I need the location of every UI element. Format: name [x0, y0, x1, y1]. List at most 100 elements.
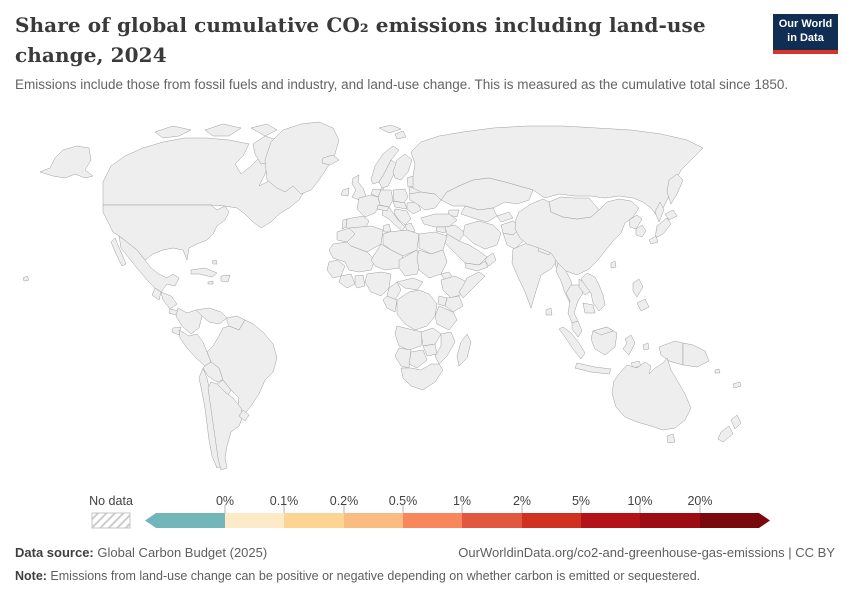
country-greenland-no-data[interactable] [264, 121, 340, 195]
country-iraq[interactable] [444, 224, 466, 242]
country-australia[interactable] [611, 357, 692, 431]
country-west-africa[interactable] [326, 259, 346, 279]
country-ecuador[interactable] [171, 326, 182, 336]
country-uzbekistan-turkmenistan[interactable] [460, 205, 498, 223]
country-kyrgyzstan-tajikistan[interactable] [496, 211, 514, 223]
country-indonesia-moluccas[interactable] [642, 342, 650, 351]
country-japan-honshu[interactable] [654, 217, 672, 239]
country-germany[interactable] [377, 189, 394, 208]
country-indonesia-papua[interactable] [658, 340, 684, 366]
country-australia-tasmania[interactable] [666, 433, 676, 444]
country-turkey[interactable] [420, 213, 458, 228]
country-south-korea[interactable] [635, 224, 647, 238]
country-peru[interactable] [178, 329, 212, 367]
legend-segment[interactable] [581, 513, 640, 528]
legend-segment[interactable] [225, 513, 284, 528]
country-sri-lanka[interactable] [545, 307, 553, 316]
legend-segment[interactable] [403, 513, 462, 528]
legend-segment[interactable] [640, 513, 700, 528]
country-angola[interactable] [394, 325, 424, 351]
country-cambodia[interactable] [582, 302, 596, 314]
country-cuba[interactable] [190, 267, 218, 278]
country-syria[interactable] [435, 226, 448, 234]
country-namibia[interactable] [394, 347, 412, 369]
no-data-swatch[interactable] [91, 512, 131, 529]
country-central-african-republic[interactable] [396, 277, 424, 291]
country-thailand[interactable] [565, 284, 584, 324]
country-iran[interactable] [462, 220, 502, 250]
rights-link[interactable]: OurWorldinData.org/co2-and-greenhouse-ga… [458, 545, 835, 560]
country-tunisia[interactable] [382, 223, 392, 233]
legend-segment[interactable] [522, 513, 581, 528]
country-new-zealand-south[interactable] [717, 425, 734, 443]
legend-segment[interactable] [284, 513, 344, 528]
country-kenya[interactable] [444, 295, 464, 313]
country-taiwan[interactable] [610, 260, 617, 269]
country-iceland[interactable] [321, 154, 340, 166]
country-canada-arctic-3[interactable] [250, 123, 278, 137]
country-indonesia-java[interactable] [574, 362, 612, 375]
country-solomon-islands[interactable] [714, 368, 721, 374]
country-ivory-coast[interactable] [338, 273, 356, 289]
country-uruguay[interactable] [238, 409, 250, 422]
country-mexico-baja[interactable] [110, 237, 127, 267]
country-indonesia-sumatra[interactable] [558, 326, 586, 360]
world-choropleth-map[interactable] [15, 120, 835, 480]
country-russia-kamchatka[interactable] [666, 173, 684, 205]
country-new-caledonia[interactable] [732, 381, 742, 389]
country-hispaniola[interactable] [220, 274, 231, 283]
country-russia-sakhalin[interactable] [654, 201, 665, 223]
country-canada-arctic-1[interactable] [154, 125, 192, 139]
legend-segment-negative[interactable] [145, 513, 225, 528]
country-congo-gabon[interactable] [382, 295, 398, 313]
country-papua-new-guinea[interactable] [682, 342, 710, 368]
country-chad[interactable] [398, 249, 422, 277]
country-italy[interactable] [381, 206, 406, 232]
country-japan-kyushu[interactable] [648, 235, 659, 245]
country-philippines-luzon[interactable] [632, 278, 644, 298]
country-united-kingdom[interactable] [351, 174, 367, 201]
country-jamaica[interactable] [207, 280, 214, 285]
country-bahamas[interactable] [211, 259, 218, 265]
legend-segment[interactable] [462, 513, 522, 528]
country-ghana[interactable] [354, 274, 366, 289]
country-botswana[interactable] [408, 349, 428, 369]
country-canada[interactable] [102, 137, 306, 229]
legend-segment-max[interactable] [700, 513, 770, 528]
country-mexico[interactable] [118, 235, 180, 293]
country-poland[interactable] [392, 188, 409, 204]
country-mauritania-mali[interactable] [328, 241, 376, 273]
country-oman[interactable] [484, 252, 497, 267]
country-france[interactable] [356, 194, 381, 218]
country-north-korea[interactable] [628, 214, 643, 230]
country-guatemala[interactable] [151, 287, 162, 301]
country-norway[interactable] [370, 145, 400, 185]
country-argentina[interactable] [207, 381, 244, 471]
country-czechia-hungary[interactable] [392, 200, 408, 210]
country-indonesia-sulawesi[interactable] [622, 334, 636, 356]
country-madagascar[interactable] [456, 333, 472, 367]
country-finland[interactable] [392, 153, 413, 181]
country-south-africa[interactable] [400, 363, 444, 391]
country-yemen[interactable] [464, 260, 489, 272]
country-zambia[interactable] [420, 327, 442, 347]
legend-segment[interactable] [344, 513, 403, 528]
owid-logo[interactable]: Our World in Data [773, 14, 838, 54]
country-malaysia[interactable] [571, 320, 583, 338]
country-malaysia-borneo[interactable] [592, 326, 614, 336]
country-portugal[interactable] [341, 218, 348, 230]
country-alaska[interactable] [39, 145, 94, 179]
country-honduras-nicaragua[interactable] [160, 291, 178, 310]
country-canada-arctic-2[interactable] [204, 123, 242, 137]
country-svalbard[interactable] [378, 124, 402, 134]
country-somalia[interactable] [458, 271, 486, 299]
country-saudi-arabia[interactable] [444, 233, 488, 266]
country-vietnam[interactable] [580, 272, 606, 312]
country-nigeria[interactable] [364, 271, 392, 297]
country-venezuela[interactable] [195, 307, 228, 325]
country-mozambique[interactable] [434, 331, 456, 365]
country-svalbard-2[interactable] [394, 130, 407, 140]
country-tanzania[interactable] [434, 305, 458, 331]
country-new-zealand-north[interactable] [730, 414, 742, 430]
country-colombia[interactable] [175, 307, 203, 335]
